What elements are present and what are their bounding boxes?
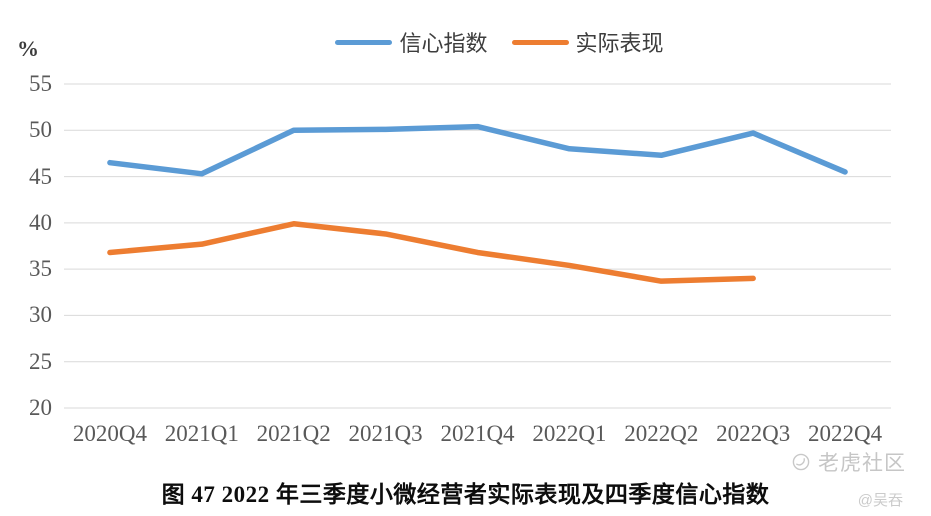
y-tick-label: 55 — [29, 71, 52, 96]
watermark: 老虎社区 @吴吞 — [792, 447, 906, 510]
watermark-brand-row: 老虎社区 — [792, 447, 906, 477]
chart-legend: 信心指数 实际表现 — [0, 26, 931, 58]
x-tick-label: 2022Q1 — [532, 421, 607, 446]
series-line-0 — [107, 123, 848, 177]
y-tick-label: 50 — [29, 117, 52, 143]
y-tick-label: 30 — [29, 302, 52, 328]
legend-item-actual-performance: 实际表现 — [511, 26, 664, 58]
watermark-brand: 老虎社区 — [818, 452, 906, 475]
x-tick-label: 2022Q4 — [807, 421, 883, 446]
figure-caption: 图 47 2022 年三季度小微经营者实际表现及四季度信心指数 — [161, 482, 770, 507]
x-tick-label: 2021Q1 — [164, 421, 239, 446]
y-tick-label: 35 — [29, 256, 52, 282]
x-tick-label: 2021Q4 — [440, 421, 515, 446]
y-axis-unit-label: % — [17, 36, 39, 61]
x-tick-label: 2020Q4 — [72, 421, 147, 446]
x-tick-label: 2022Q2 — [624, 421, 699, 446]
legend-label-confidence-index: 信心指数 — [399, 31, 488, 56]
y-tick-label: 45 — [29, 163, 52, 189]
x-tick-label: 2022Q3 — [716, 421, 791, 446]
legend-label-actual-performance: 实际表现 — [575, 31, 664, 56]
y-tick-label: 20 — [29, 395, 52, 420]
x-tick-label: 2021Q2 — [256, 421, 331, 446]
legend-line-swatch-orange — [511, 39, 569, 45]
x-tick-label: 2021Q3 — [348, 421, 423, 446]
y-tick-label: 25 — [29, 348, 52, 374]
series-line-1 — [107, 221, 756, 284]
legend-line-swatch-blue — [335, 39, 393, 45]
legend-item-confidence-index: 信心指数 — [335, 26, 488, 58]
watermark-user: @吴吞 — [857, 492, 903, 509]
y-tick-label: 40 — [29, 209, 52, 235]
tiger-logo-icon — [792, 453, 810, 471]
y-axis-tick-labels: 55 50 45 40 35 30 25 20 — [0, 0, 52, 516]
